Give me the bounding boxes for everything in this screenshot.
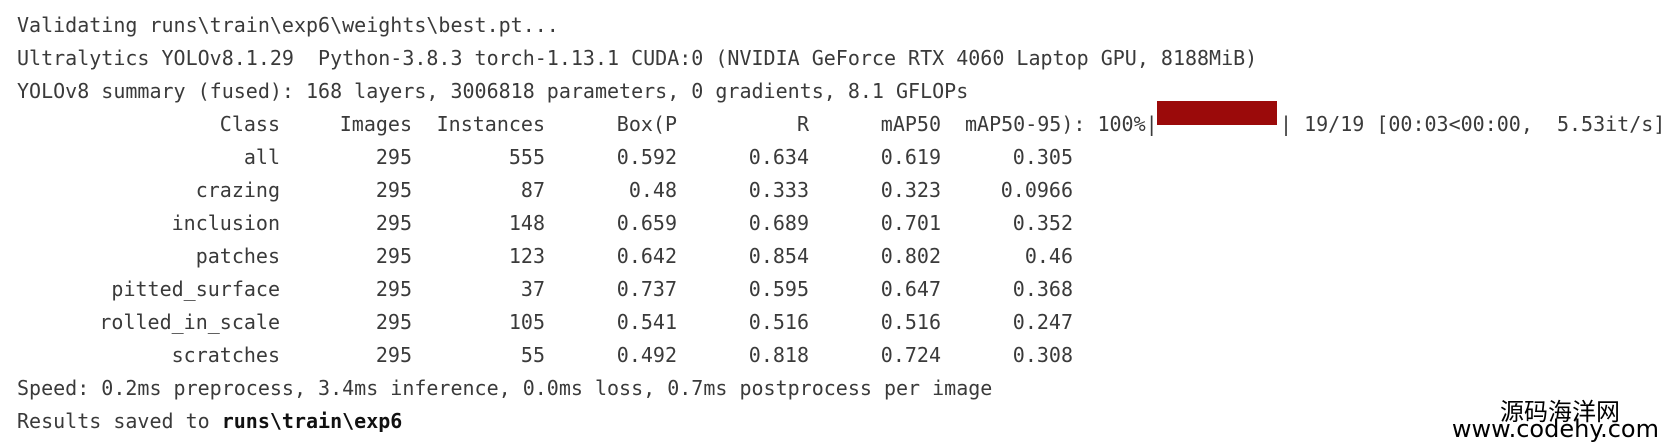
table-cell: 0.592 <box>616 145 677 169</box>
table-cell: 0.689 <box>748 211 809 235</box>
watermark-url: www.codehy.com <box>1451 415 1659 443</box>
table-cell: 87 <box>520 178 545 202</box>
table-header: mAP50-95): 100%| <box>965 112 1158 136</box>
table-cell: 0.48 <box>628 178 677 202</box>
table-header: Class <box>219 112 280 136</box>
table-cell: 295 <box>375 211 412 235</box>
table-cell: 123 <box>508 244 545 268</box>
table-cell: inclusion <box>171 211 280 235</box>
table-cell: 0.305 <box>1012 145 1073 169</box>
table-cell: 0.642 <box>616 244 677 268</box>
table-cell: scratches <box>171 343 280 367</box>
table-cell: 0.818 <box>748 343 809 367</box>
table-cell: 0.516 <box>748 310 809 334</box>
log-line: Validating runs\train\exp6\weights\best.… <box>17 13 559 37</box>
table-cell: 0.724 <box>880 343 941 367</box>
table-cell: 0.323 <box>880 178 941 202</box>
progress-bar <box>1157 101 1277 125</box>
speed-line: Speed: 0.2ms preprocess, 3.4ms inference… <box>17 376 993 400</box>
table-cell: all <box>243 145 280 169</box>
table-cell: 0.308 <box>1012 343 1073 367</box>
watermark-name: 源码海洋网 <box>1500 398 1620 426</box>
table-cell: 0.247 <box>1012 310 1073 334</box>
table-cell: 0.541 <box>616 310 677 334</box>
results-prefix: Results saved to <box>17 409 222 433</box>
table-cell: 0.368 <box>1012 277 1073 301</box>
table-cell: 0.854 <box>748 244 809 268</box>
table-header: Box(P <box>616 112 677 136</box>
table-cell: 0.46 <box>1024 244 1073 268</box>
results-path: runs\train\exp6 <box>221 409 403 433</box>
table-header: R <box>796 112 809 136</box>
table-cell: 0.659 <box>616 211 677 235</box>
table-cell: 105 <box>508 310 545 334</box>
table-cell: 295 <box>375 145 412 169</box>
table-cell: 0.333 <box>748 178 809 202</box>
table-cell: 0.647 <box>880 277 941 301</box>
table-header: Images <box>339 112 412 136</box>
table-cell: 0.595 <box>748 277 809 301</box>
table-cell: 555 <box>508 145 545 169</box>
table-cell: crazing <box>195 178 280 202</box>
log-line: YOLOv8 summary (fused): 168 layers, 3006… <box>17 79 969 103</box>
table-cell: 148 <box>508 211 545 235</box>
table-cell: 295 <box>375 277 412 301</box>
table-header: Instances <box>436 112 545 136</box>
table-cell: patches <box>195 244 280 268</box>
table-cell: 37 <box>520 277 545 301</box>
table-cell: pitted_surface <box>111 277 280 301</box>
table-cell: 0.619 <box>880 145 941 169</box>
table-cell: 0.634 <box>748 145 809 169</box>
progress-tail: | 19/19 [00:03<00:00, 5.53it/s] <box>1280 112 1665 136</box>
table-cell: 0.737 <box>616 277 677 301</box>
table-cell: 295 <box>375 310 412 334</box>
table-cell: 295 <box>375 244 412 268</box>
table-cell: rolled_in_scale <box>99 310 280 334</box>
table-cell: 295 <box>375 343 412 367</box>
table-cell: 0.701 <box>880 211 941 235</box>
table-cell: 0.492 <box>616 343 677 367</box>
results-line: Results saved to runs\train\exp6 <box>17 409 402 433</box>
table-cell: 0.516 <box>880 310 941 334</box>
table-cell: 0.352 <box>1012 211 1073 235</box>
table-cell: 0.802 <box>880 244 941 268</box>
log-line: Ultralytics YOLOv8.1.29 Python-3.8.3 tor… <box>17 46 1258 70</box>
table-cell: 0.0966 <box>1000 178 1073 202</box>
table-cell: 295 <box>375 178 412 202</box>
table-header: mAP50 <box>880 112 941 136</box>
table-cell: 55 <box>520 343 545 367</box>
